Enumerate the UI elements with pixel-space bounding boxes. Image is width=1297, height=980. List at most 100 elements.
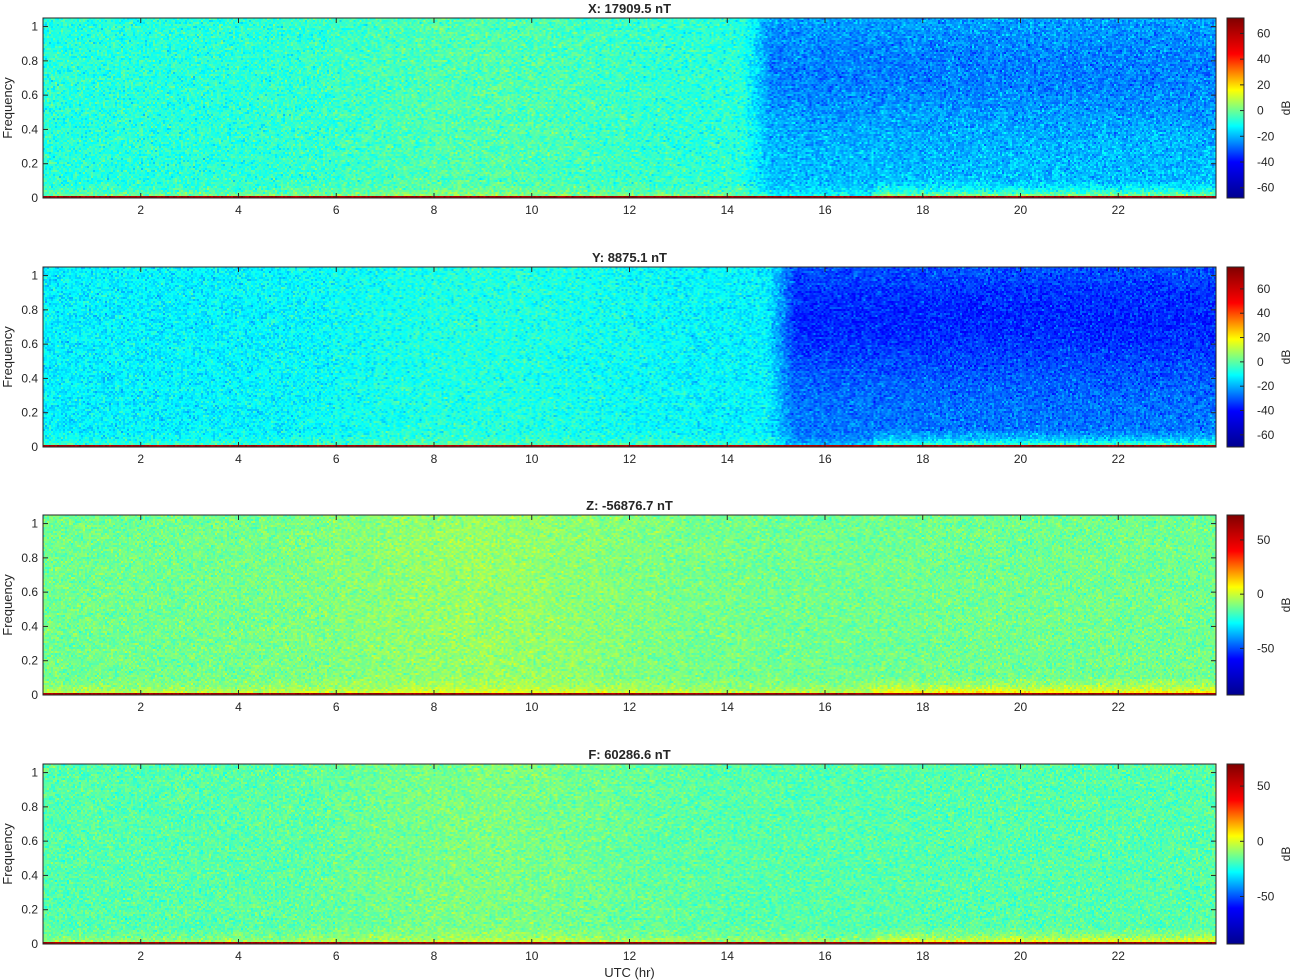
colorbar-tick-label: 50 (1257, 533, 1271, 547)
x-tick-label: 8 (431, 700, 438, 714)
x-tick-label: 14 (721, 452, 735, 466)
spectrogram-panel-1: X: 17909.5 nT2 4 6 8 10 12 14 16 18 20 2200.20.40.… (0, 1, 1293, 217)
x-tick-label: 10 (525, 452, 539, 466)
x-tick-label: 14 (721, 949, 735, 963)
x-tick-label: 12 (623, 949, 637, 963)
x-tick-label: 18 (916, 700, 930, 714)
y-tick-label: 0.2 (21, 406, 38, 420)
y-tick-label: 1 (31, 517, 38, 531)
y-tick-label: 0.8 (21, 800, 38, 814)
colorbar-tick-label: -60 (1257, 181, 1275, 195)
y-tick-label: 0 (31, 440, 38, 454)
x-tick-label: 2 (137, 203, 144, 217)
y-tick-label: 0.8 (21, 551, 38, 565)
colorbar (1226, 514, 1245, 696)
x-tick-label: 18 (916, 452, 930, 466)
y-tick-label: 0.8 (21, 303, 38, 317)
colorbar (1226, 763, 1245, 945)
x-tick-label: 20 (1014, 452, 1028, 466)
x-tick-label: 18 (916, 949, 930, 963)
colorbar-tick-label: -40 (1257, 404, 1275, 418)
x-tick-label: 12 (623, 203, 637, 217)
colorbar (1226, 17, 1245, 199)
x-tick-label: 10 (525, 949, 539, 963)
colorbar-tick-label: 60 (1257, 26, 1271, 40)
x-tick-label: 4 (235, 949, 242, 963)
y-tick-label: 0.4 (21, 371, 38, 385)
x-tick-label: 22 (1112, 700, 1126, 714)
colorbar-label: dB (1279, 847, 1293, 862)
x-tick-label: 16 (818, 203, 832, 217)
y-tick-label: 0.6 (21, 88, 38, 102)
colorbar-tick-label: -50 (1257, 890, 1275, 904)
x-tick-label: 4 (235, 203, 242, 217)
x-tick-label: 8 (431, 203, 438, 217)
y-tick-label: 0.2 (21, 157, 38, 171)
y-tick-label: 0.4 (21, 122, 38, 136)
y-tick-label: 1 (31, 20, 38, 34)
x-tick-label: 20 (1014, 700, 1028, 714)
colorbar-tick-label: -50 (1257, 641, 1275, 655)
y-axis-label: Frequency (0, 574, 15, 636)
spectrogram-image (43, 764, 1216, 944)
y-tick-label: 1 (31, 766, 38, 780)
x-tick-label: 2 (137, 700, 144, 714)
x-tick-label: 16 (818, 452, 832, 466)
colorbar-tick-label: -60 (1257, 428, 1275, 442)
colorbar-tick-label: 40 (1257, 52, 1271, 66)
colorbar-tick-label: 50 (1257, 779, 1271, 793)
y-tick-label: 0.6 (21, 337, 38, 351)
colorbar-label: dB (1279, 101, 1293, 116)
colorbar-tick-label: 40 (1257, 306, 1271, 320)
x-tick-label: 2 (137, 949, 144, 963)
y-tick-label: 0.4 (21, 619, 38, 633)
x-tick-label: 6 (333, 203, 340, 217)
x-tick-label: 18 (916, 203, 930, 217)
x-tick-label: 2 (137, 452, 144, 466)
colorbar-tick-label: 20 (1257, 78, 1271, 92)
x-tick-label: 6 (333, 949, 340, 963)
spectrogram-image (43, 18, 1216, 198)
y-tick-label: 0 (31, 937, 38, 951)
colorbar-tick-label: -20 (1257, 129, 1275, 143)
y-tick-label: 1 (31, 269, 38, 283)
panel-title: X: 17909.5 nT (588, 1, 671, 16)
colorbar-tick-label: -20 (1257, 379, 1275, 393)
y-tick-label: 0 (31, 191, 38, 205)
x-tick-label: 4 (235, 452, 242, 466)
x-tick-label: 12 (623, 700, 637, 714)
colorbar-tick-label: -40 (1257, 155, 1275, 169)
colorbar-tick-label: 0 (1257, 587, 1264, 601)
y-tick-label: 0.8 (21, 54, 38, 68)
colorbar-tick-label: 0 (1257, 104, 1264, 118)
colorbar-label: dB (1279, 350, 1293, 365)
x-tick-label: 12 (623, 452, 637, 466)
spectrogram-image (43, 515, 1216, 695)
y-axis-label: Frequency (0, 823, 15, 885)
x-tick-label: 16 (818, 949, 832, 963)
x-tick-label: 16 (818, 700, 832, 714)
colorbar-tick-label: 0 (1257, 834, 1264, 848)
colorbar (1226, 266, 1245, 448)
panel-title: Z: -56876.7 nT (586, 498, 673, 513)
x-tick-label: 14 (721, 203, 735, 217)
panel-title: F: 60286.6 nT (588, 747, 670, 762)
x-tick-label: 10 (525, 203, 539, 217)
x-axis-label: UTC (hr) (604, 965, 655, 980)
y-tick-label: 0.2 (21, 903, 38, 917)
spectrogram-panel-3: Z: -56876.7 nT2 4 6 8 10 12 14 16 18 20 2200.20.40… (0, 498, 1293, 714)
colorbar-tick-label: 60 (1257, 282, 1271, 296)
colorbar-tick-label: 20 (1257, 331, 1271, 345)
x-tick-label: 8 (431, 452, 438, 466)
x-tick-label: 6 (333, 700, 340, 714)
panel-title: Y: 8875.1 nT (592, 250, 667, 265)
y-tick-label: 0.6 (21, 834, 38, 848)
y-tick-label: 0.6 (21, 585, 38, 599)
x-tick-label: 4 (235, 700, 242, 714)
x-tick-label: 6 (333, 452, 340, 466)
x-tick-label: 22 (1112, 452, 1126, 466)
y-tick-label: 0 (31, 688, 38, 702)
y-axis-label: Frequency (0, 326, 15, 388)
x-tick-label: 10 (525, 700, 539, 714)
x-tick-label: 8 (431, 949, 438, 963)
